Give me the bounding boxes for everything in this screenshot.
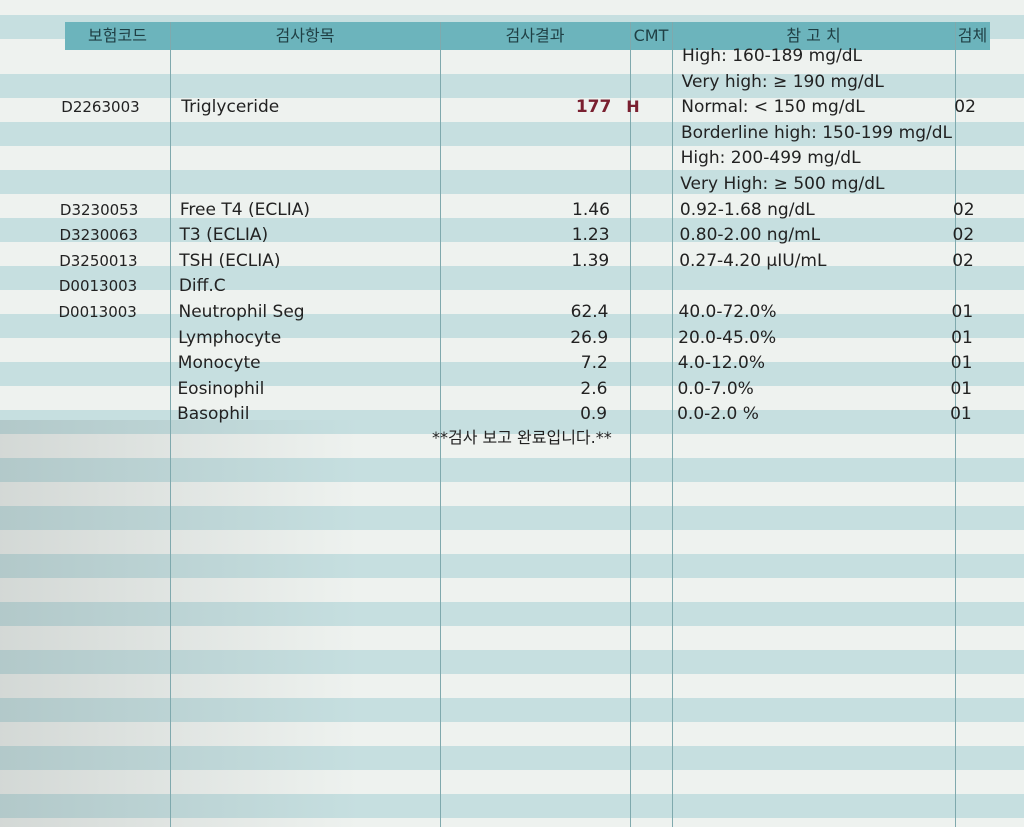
header-bar [65,22,990,50]
specimen-cell: 01 [950,378,973,399]
footer-note: **검사 보고 완료입니다.** [432,428,612,447]
item-cell: Neutrophil Seg [178,302,305,322]
result-cell: 1.39 [571,250,610,271]
reference-cell: 4.0-12.0% [677,353,765,374]
reference-cell: 40.0-72.0% [678,302,777,322]
column-line [170,22,171,827]
flag-cell: H [626,97,640,117]
code-cell: D3230053 [59,200,139,219]
specimen-cell: 01 [950,404,972,425]
specimen-cell: 02 [952,225,975,246]
result-cell: 62.4 [570,302,609,322]
header-cell: 검사항목 [275,26,335,45]
result-cell: 2.6 [580,378,608,399]
result-cell: 26.9 [570,327,609,348]
column-line [955,22,956,827]
result-cell: 1.23 [571,225,610,246]
reference-cell: Very high: ≥ 190 mg/dL [681,71,884,92]
reference-cell: High: 160-189 mg/dL [682,46,862,66]
result-cell: 1.46 [572,199,610,220]
item-cell: Basophil [177,404,250,425]
item-cell: Diff.C [178,276,226,297]
column-line [672,22,673,827]
reference-cell: Normal: < 150 mg/dL [681,97,865,118]
item-cell: Eosinophil [177,378,265,399]
result-cell: 0.9 [580,404,608,425]
item-cell: Triglyceride [181,97,280,118]
header-cell: 참 고 치 [786,26,841,45]
reference-cell: 0.80-2.00 ng/mL [679,225,821,246]
specimen-cell: 02 [952,250,974,271]
reference-cell: Borderline high: 150-199 mg/dL [680,122,952,143]
header-cell: 검체 [957,26,988,45]
code-cell: D0013003 [58,303,137,321]
code-cell: D3230063 [59,226,138,245]
item-cell: T3 (ECLIA) [179,225,269,246]
reference-cell: 0.27-4.20 µIU/mL [679,250,827,271]
column-line [630,22,631,827]
result-cell: 177 [575,97,612,118]
reference-cell: High: 200-499 mg/dL [680,148,861,169]
reference-cell: 20.0-45.0% [678,327,777,348]
reference-cell: 0.92-1.68 ng/dL [679,199,815,220]
specimen-cell: 02 [954,97,976,118]
item-cell: Lymphocyte [178,327,282,348]
header-cell: 검사결과 [505,26,565,45]
reference-cell: 0.0-7.0% [677,378,754,399]
shadow [0,420,360,827]
code-cell: D3250013 [59,251,138,270]
specimen-cell: 02 [952,199,975,220]
result-cell: 7.2 [580,353,608,374]
code-cell: D0013003 [58,277,138,296]
specimen-cell: 01 [951,327,973,348]
header-cell: CMT [633,26,669,45]
reference-cell: Very High: ≥ 500 mg/dL [680,174,885,194]
reference-cell: 0.0-2.0 % [677,404,759,425]
code-cell: D2263003 [61,98,140,117]
specimen-cell: 01 [951,302,974,322]
column-line [440,22,441,827]
specimen-cell: 01 [950,353,973,374]
item-cell: Monocyte [177,353,261,374]
header-cell: 보험코드 [88,26,147,45]
item-cell: TSH (ECLIA) [179,250,281,271]
item-cell: Free T4 (ECLIA) [179,199,310,220]
